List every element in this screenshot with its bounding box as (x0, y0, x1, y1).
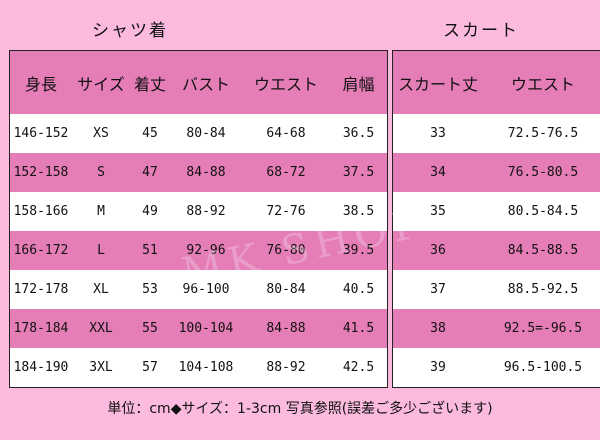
table-row-cell: 34 (430, 165, 446, 180)
footer-note: 単位：cm◆サイズ：1-3cm 写真参照(誤差ご多少ございます) (107, 401, 493, 417)
table-row-cell: 35 (430, 204, 446, 219)
table-row-cell: 36.5 (342, 126, 375, 141)
table-row-cell: 88.5-92.5 (507, 282, 579, 297)
table-row: 172-178 XL 53 96-100 80-84 40.5 (10, 270, 387, 309)
table-row-cell: 80-84 (186, 126, 226, 141)
table-row-cell: 84-88 (186, 165, 226, 180)
table-row: 184-190 3XL 57 104-108 88-92 42.5 (10, 348, 387, 387)
table-row-cell: 92.5=-96.5 (503, 321, 583, 336)
table-row-cell: 37 (430, 282, 446, 297)
table-row-cell: 42.5 (342, 360, 375, 375)
table-row-cell: 96.5-100.5 (503, 360, 583, 375)
shirt-title: シャツ着 (92, 21, 168, 41)
table-row-cell: 76.5-80.5 (507, 165, 579, 180)
table-row-cell: 49 (142, 204, 158, 219)
table-row-cell: S (97, 165, 105, 180)
table-row-cell: 178-184 (13, 321, 69, 336)
header-row-cell: ウエスト (510, 74, 575, 94)
table-row-cell: 33 (430, 126, 446, 141)
skirt-size-table: スカート丈 ウエスト 33 72.5-76.5 34 76.5-80.5 35 80.5-84… (392, 50, 600, 388)
table-row-cell: 88-92 (186, 204, 226, 219)
table-row-cell: 40.5 (342, 282, 375, 297)
table-row: 39 96.5-100.5 (393, 348, 600, 387)
table-row-cell: 3XL (89, 360, 113, 375)
table-row: 146-152 XS 45 80-84 64-68 36.5 (10, 114, 387, 153)
table-row: 33 72.5-76.5 (393, 114, 600, 153)
table-row-cell: 47 (142, 165, 158, 180)
table-row-cell: 184-190 (13, 360, 69, 375)
shirt-size-table: 身長 サイズ 着丈 バスト ウエスト 肩幅 146-152 XS 45 80-84 64-68 36.… (9, 50, 388, 388)
table-row-cell: 39.5 (342, 243, 375, 258)
table-row-cell: 80-84 (266, 282, 306, 297)
table-row-cell: 88-92 (266, 360, 306, 375)
table-row-cell: 100-104 (178, 321, 234, 336)
table-row-cell: 146-152 (13, 126, 69, 141)
table-row-cell: 37.5 (342, 165, 375, 180)
table-row: 178-184 XXL 55 100-104 84-88 41.5 (10, 309, 387, 348)
table-row-cell: 53 (142, 282, 158, 297)
table-row-cell: 84.5-88.5 (507, 243, 579, 258)
header-row-cell: スカート丈 (397, 74, 478, 94)
table-row: 38 92.5=-96.5 (393, 309, 600, 348)
table-row-cell: XS (93, 126, 109, 141)
table-row: 166-172 L 51 92-96 76-80 39.5 (10, 231, 387, 270)
table-row-cell: 72.5-76.5 (507, 126, 579, 141)
table-row-cell: 84-88 (266, 321, 306, 336)
table-row-cell: 38 (430, 321, 446, 336)
table-row-cell: 104-108 (178, 360, 234, 375)
header-row-cell: 肩幅 (342, 74, 375, 94)
table-row-cell: 39 (430, 360, 446, 375)
skirt-title: スカート (443, 21, 519, 41)
table-row-cell: 57 (142, 360, 158, 375)
header-row: スカート丈 ウエスト (393, 51, 600, 114)
table-row-cell: 166-172 (13, 243, 69, 258)
table-row: 34 76.5-80.5 (393, 153, 600, 192)
table-row-cell: 72-76 (266, 204, 306, 219)
header-row-cell: ウエスト (253, 74, 318, 94)
table-row-cell: 51 (142, 243, 158, 258)
table-row-cell: 158-166 (13, 204, 69, 219)
table-row-cell: 41.5 (342, 321, 375, 336)
table-row-cell: M (97, 204, 105, 219)
table-row-cell: 36 (430, 243, 446, 258)
table-row: 158-166 M 49 88-92 72-76 38.5 (10, 192, 387, 231)
table-row-cell: XXL (89, 321, 113, 336)
table-row-cell: 92-96 (186, 243, 226, 258)
header-row: 身長 サイズ 着丈 バスト ウエスト 肩幅 (10, 51, 387, 114)
table-row: 36 84.5-88.5 (393, 231, 600, 270)
header-row-cell: サイズ (77, 74, 125, 94)
table-row-cell: 80.5-84.5 (507, 204, 579, 219)
table-row-cell: 38.5 (342, 204, 375, 219)
table-row-cell: 96-100 (182, 282, 230, 297)
table-row-cell: 152-158 (13, 165, 69, 180)
table-row-cell: 68-72 (266, 165, 306, 180)
table-row-cell: 55 (142, 321, 158, 336)
table-row-cell: 76-80 (266, 243, 306, 258)
header-row-cell: 身長 (24, 74, 57, 94)
table-row-cell: 64-68 (266, 126, 306, 141)
header-row-cell: バスト (181, 74, 230, 94)
table-row-cell: L (97, 243, 105, 258)
table-row: 152-158 S 47 84-88 68-72 37.5 (10, 153, 387, 192)
table-row-cell: 172-178 (13, 282, 69, 297)
table-row-cell: 45 (142, 126, 158, 141)
table-row: 35 80.5-84.5 (393, 192, 600, 231)
header-row-cell: 着丈 (133, 74, 166, 94)
table-row: 37 88.5-92.5 (393, 270, 600, 309)
table-row-cell: XL (93, 282, 109, 297)
